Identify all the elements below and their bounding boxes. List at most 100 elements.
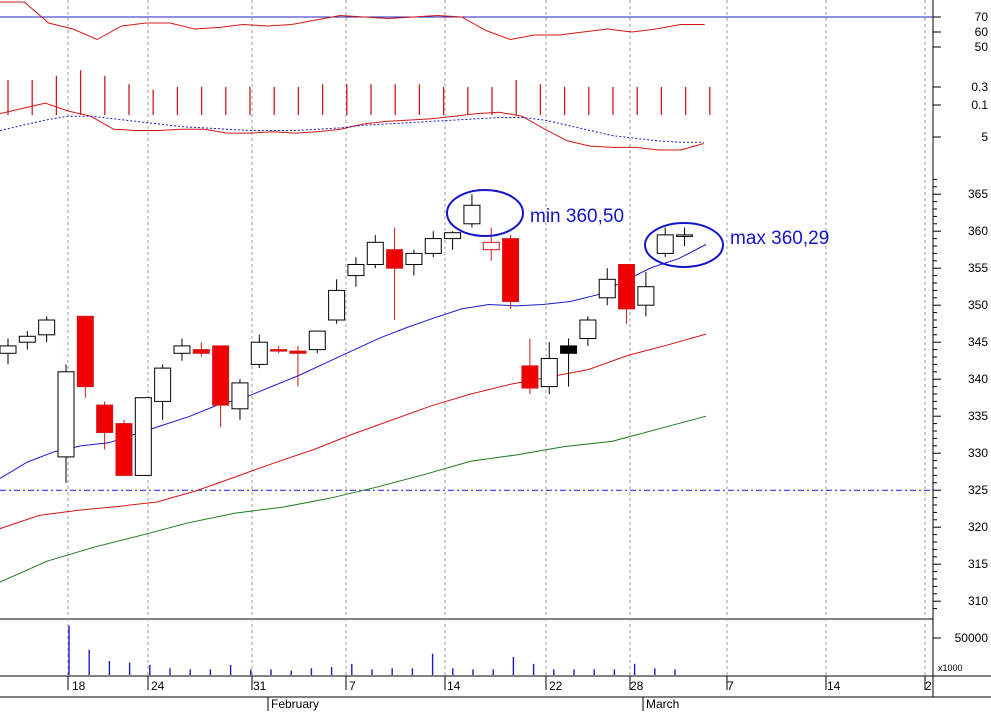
chart-frame [0,0,991,698]
candle-body [405,252,423,265]
candle [676,227,694,246]
x-tick-label: 18 [72,679,86,693]
y-tick-label: 340 [968,372,988,386]
candle [424,231,442,258]
y-tick-label: 360 [968,224,988,238]
candle-body [134,397,152,476]
indicator-line-solid [0,102,704,151]
candle [444,231,462,250]
candle-body [637,286,655,306]
candle [405,249,423,276]
y-tick-label: 355 [968,261,988,275]
y-tick-label: 5 [981,130,988,144]
volume-unit-label: x1000 [938,663,963,673]
candle-body [270,349,288,352]
min-annotation-ellipse [446,189,524,237]
max-annotation-ellipse [644,222,724,268]
rsi-panel [0,1,933,41]
candle-body [521,365,539,389]
candle [656,227,674,258]
candle [250,334,268,369]
candle [598,268,616,306]
candle [57,364,75,483]
candle [115,419,133,476]
candle-body [308,330,326,351]
moving-average-2 [0,333,707,530]
y-tick-label: 60 [975,25,989,39]
candle [308,330,326,354]
candle-body [76,315,94,388]
candle [96,401,114,450]
y-tick-label: 315 [968,557,988,571]
x-tick-label: 7 [727,679,734,693]
candle [38,316,56,343]
candle [463,194,481,228]
candle [289,345,307,387]
candle [618,264,636,324]
candle-body [579,319,597,339]
candle-body [154,367,172,402]
candle [154,364,172,420]
x-tick-label: 14 [827,679,841,693]
candle [540,342,558,394]
y-tick-label: 330 [968,446,988,460]
y-tick-label: 365 [968,187,988,201]
candle [76,315,94,398]
candle [347,257,365,287]
grid-lines [67,0,926,676]
candle [270,345,288,354]
candle [366,234,384,269]
candle-body [598,278,616,299]
candle-body [0,345,17,354]
candlestick-series [0,194,694,483]
min-annotation-label: min 360,50 [530,206,624,227]
x-tick-label: 31 [253,679,267,693]
candle-body [656,234,674,254]
candle-body [38,319,56,336]
y-tick-label: 325 [968,483,988,497]
annotations: min 360,50 max 360,29 [446,189,829,268]
candle-body [96,404,114,433]
y-tick-label: 320 [968,520,988,534]
indicator-panel [0,102,704,151]
oscillator-panel [7,70,711,115]
candle-body [386,249,404,269]
candle-body [250,341,268,365]
x-tick-label: 7 [349,679,356,693]
candle [134,397,152,476]
y-tick-label: 0.3 [971,80,988,94]
x-tick-label: 28 [630,679,644,693]
candle [231,379,249,420]
candle-body [115,423,133,476]
candle [386,227,404,320]
candle-body [347,264,365,277]
candle [579,316,597,346]
candle [0,338,17,365]
candle [192,342,210,357]
x-tick-label: 14 [447,679,461,693]
candle-body [173,345,191,354]
candle-body [482,241,500,251]
x-axis: 18 24 31 7 14 22 28 7 14 2 February March [67,676,932,711]
candle [502,234,520,309]
y-tick-label: 350 [968,298,988,312]
candle [637,271,655,317]
y-tick-label: 310 [968,594,988,608]
y-tick-label: 335 [968,409,988,423]
candle-body [424,238,442,254]
candle [173,338,191,361]
candle-body [231,382,249,410]
max-annotation-label: max 360,29 [730,228,829,249]
candle [482,227,500,261]
candle-body [540,357,558,388]
y-tick-label: 50 [975,40,989,54]
candle [328,279,346,324]
candle-body [463,204,481,225]
candle-body [289,350,307,354]
candle-body [328,289,346,321]
candle-body [618,264,636,310]
candle-body [18,335,36,343]
rsi-line [0,1,705,41]
